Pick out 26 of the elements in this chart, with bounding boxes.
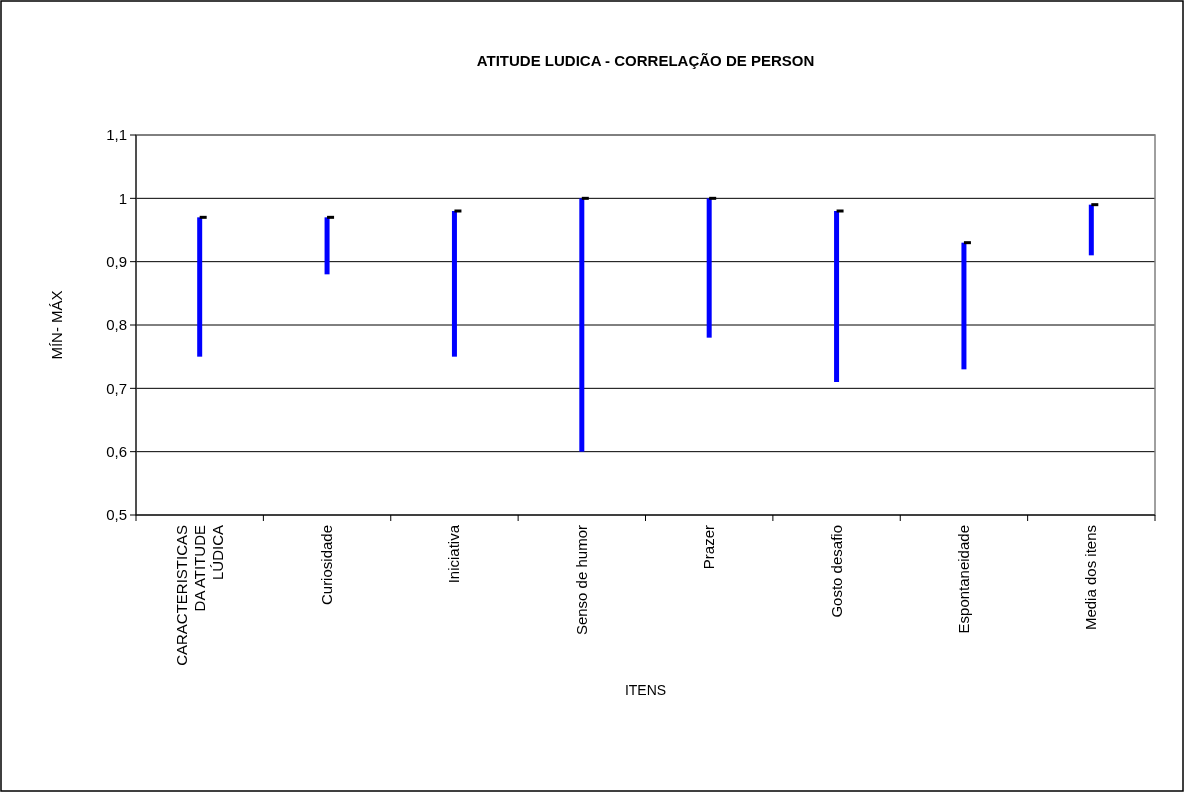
x-tick-label: Espontaneidade bbox=[954, 525, 972, 634]
y-tick-label: 0,7 bbox=[106, 379, 127, 397]
bar bbox=[1088, 204, 1094, 256]
bar bbox=[197, 217, 203, 357]
y-tick-label: 0,9 bbox=[106, 252, 127, 270]
bar bbox=[324, 217, 330, 275]
y-tick-label: 0,5 bbox=[106, 506, 127, 524]
x-axis-title: ITENS bbox=[624, 682, 667, 698]
y-axis-title: MÍN- MÁX bbox=[48, 290, 65, 360]
y-tick-label: 1 bbox=[118, 189, 127, 207]
x-tick-label: Curiosidade bbox=[318, 525, 336, 606]
bar bbox=[451, 211, 457, 357]
x-tick-label: Prazer bbox=[700, 525, 718, 570]
y-tick-label: 0,6 bbox=[106, 442, 127, 460]
chart-title: ATITUDE LUDICA - CORRELAÇÃO DE PERSON bbox=[476, 52, 815, 69]
x-tick-label: CARACTERISTICAS DA ATITUDE LÚDICA bbox=[172, 525, 226, 666]
bar bbox=[706, 198, 712, 338]
x-tick-label: Media dos itens bbox=[1082, 525, 1100, 631]
y-tick-label: 1,1 bbox=[106, 126, 127, 144]
bar bbox=[834, 211, 840, 382]
bar bbox=[961, 242, 967, 370]
x-tick-label: Gosto desafio bbox=[827, 525, 845, 618]
bar bbox=[579, 198, 585, 452]
x-tick-label: Senso de humor bbox=[572, 525, 590, 636]
y-tick-label: 0,8 bbox=[106, 316, 127, 334]
x-tick-label: Iniciativa bbox=[445, 524, 463, 584]
